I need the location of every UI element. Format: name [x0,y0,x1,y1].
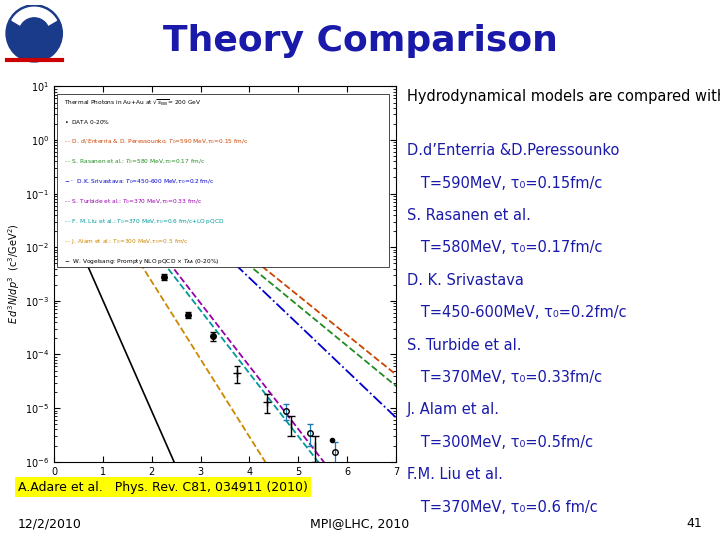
Text: Thermal Photons in Au+Au at $\sqrt{s_{NN}}$= 200 GeV: Thermal Photons in Au+Au at $\sqrt{s_{NN… [64,98,202,108]
Text: - - J. Alam et al.: $T_0$=300 MeV,$\tau_0$=0.5 fm/c: - - J. Alam et al.: $T_0$=300 MeV,$\tau_… [64,237,189,246]
Text: $\bullet$  DATA 0-20%: $\bullet$ DATA 0-20% [64,118,110,125]
Text: T=370MeV, τ₀=0.33fm/c: T=370MeV, τ₀=0.33fm/c [407,370,602,385]
Text: T=370MeV, τ₀=0.6 fm/c: T=370MeV, τ₀=0.6 fm/c [407,500,598,515]
Text: - - D. d\'Enterria & D. Peressounko, $T_0$=590 MeV,$\tau_0$=0.15 fm/c: - - D. d\'Enterria & D. Peressounko, $T_… [64,138,248,146]
Text: S. Rasanen et al.: S. Rasanen et al. [407,208,531,223]
Text: MPI@LHC, 2010: MPI@LHC, 2010 [310,517,410,530]
Text: A.Adare et al.   Phys. Rev. C81, 034911 (2010): A.Adare et al. Phys. Rev. C81, 034911 (2… [18,481,308,494]
X-axis label: $p_T$ (GeV/c): $p_T$ (GeV/c) [196,480,254,494]
Text: J. Alam et al.: J. Alam et al. [407,402,500,417]
FancyBboxPatch shape [58,94,389,267]
Text: 41: 41 [686,517,702,530]
Circle shape [19,18,50,49]
Text: F.M. Liu et al.: F.M. Liu et al. [407,467,503,482]
Text: S. Turbide et al.: S. Turbide et al. [407,338,521,353]
Text: D.d’Enterria &D.Peressounko: D.d’Enterria &D.Peressounko [407,143,619,158]
Text: - - S. Rasanen et al.: $T_0$=580 MeV,$\tau_0$=0.17 fm/c: - - S. Rasanen et al.: $T_0$=580 MeV,$\t… [64,157,205,166]
Text: $-$  W. Vogelsang: Prompty NLO pQCD $\times$ $T_{AA}$ (0-20%): $-$ W. Vogelsang: Prompty NLO pQCD $\tim… [64,257,220,266]
Text: D. K. Srivastava: D. K. Srivastava [407,273,523,288]
Text: T=450-600MeV, τ₀=0.2fm/c: T=450-600MeV, τ₀=0.2fm/c [407,305,626,320]
Text: 12/2/2010: 12/2/2010 [18,517,82,530]
Text: - - F. M. Liu et al.: $T_0$=370 MeV,$\tau_0$=0.6 fm/c+LO pQCD: - - F. M. Liu et al.: $T_0$=370 MeV,$\ta… [64,217,225,226]
Circle shape [6,5,63,62]
Text: Hydrodynamical models are compared with the data: Hydrodynamical models are compared with … [407,89,720,104]
Y-axis label: $E\,d^3N/dp^3$  (c$^3$/GeV$^2$): $E\,d^3N/dp^3$ (c$^3$/GeV$^2$) [6,224,22,325]
Text: T=580MeV, τ₀=0.17fm/c: T=580MeV, τ₀=0.17fm/c [407,240,603,255]
Text: Theory Comparison: Theory Comparison [163,24,557,57]
Wedge shape [12,7,56,33]
Text: $-\cdot$  D.K. Srivastava: $T_0$=450-600 MeV,$\tau_0$=0.2 fm/c: $-\cdot$ D.K. Srivastava: $T_0$=450-600 … [64,177,215,186]
Text: T=300MeV, τ₀=0.5fm/c: T=300MeV, τ₀=0.5fm/c [407,435,593,450]
Text: - - S. Turbide et al.: $T_0$=370 MeV,$\tau_0$=0.33 fm/c: - - S. Turbide et al.: $T_0$=370 MeV,$\t… [64,197,202,206]
Text: T=590MeV, τ₀=0.15fm/c: T=590MeV, τ₀=0.15fm/c [407,176,602,191]
